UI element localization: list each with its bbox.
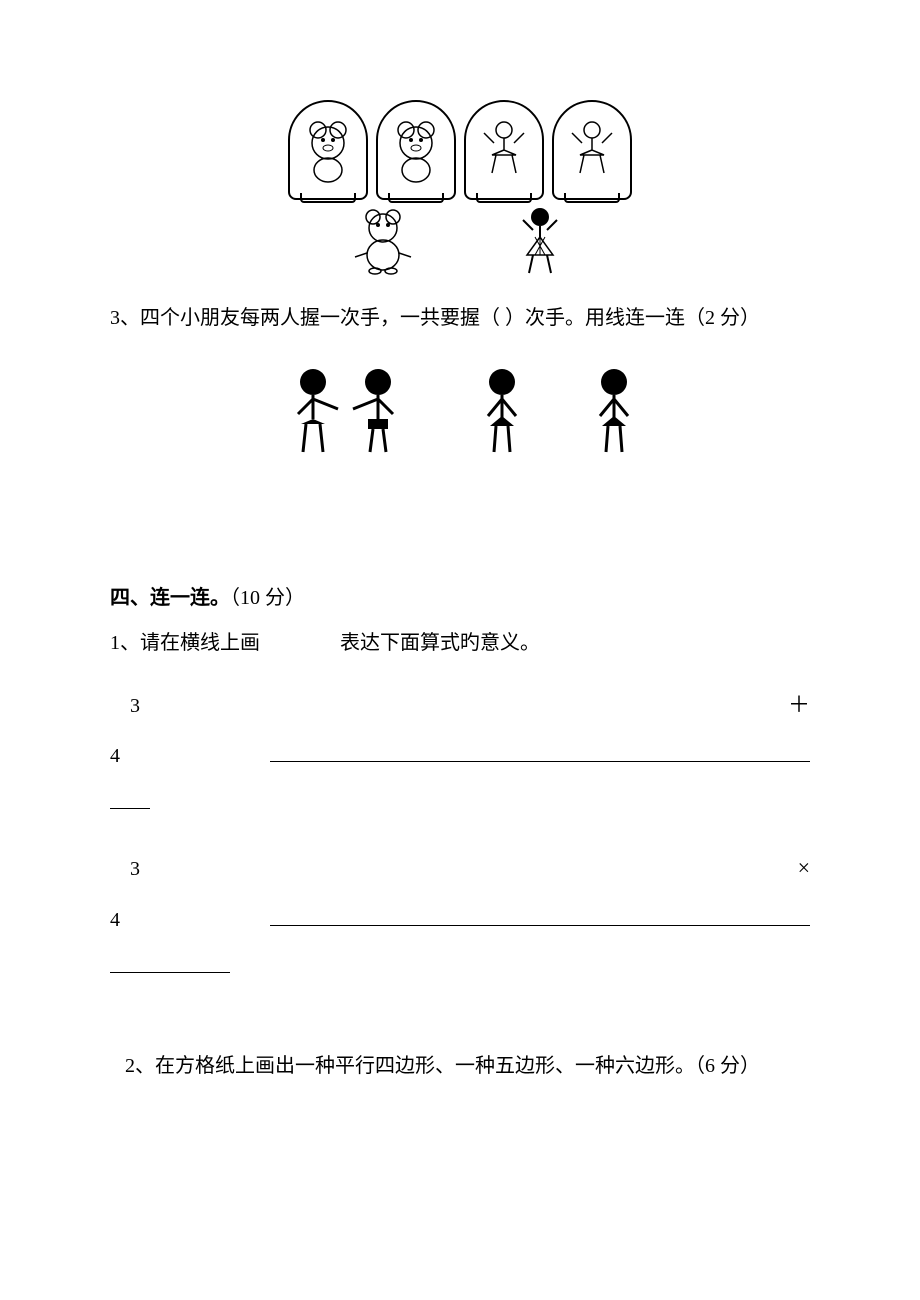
question-4-1-text: 1、请在横线上画 表达下面算式旳意义。: [110, 625, 810, 661]
equation-2-block: 3 × 4: [110, 844, 810, 1017]
mirror-frame-1: [288, 100, 368, 200]
eq2-operator: ×: [798, 844, 810, 892]
eq2-blank-line[interactable]: [270, 906, 810, 926]
mirror-row: [270, 100, 650, 200]
bear-icon: [298, 115, 358, 185]
bottom-characters: [270, 205, 650, 280]
section-4-title: 四、连一连。: [110, 587, 230, 609]
kids-illustration-block: [110, 361, 810, 461]
eq2-num2: 4: [110, 898, 140, 942]
mirror-illustration-block: [110, 100, 810, 270]
equation-1-block: 3 ＋ 4: [110, 681, 810, 834]
girl-dancing-icon: [562, 115, 622, 185]
eq1-short-blank-row: [110, 778, 810, 834]
eq1-operator: ＋: [788, 681, 810, 729]
eq1-num1: 3: [110, 684, 160, 728]
kids-handshake-icon: [273, 364, 423, 459]
bear-standing-icon: [345, 205, 425, 275]
equation-2-row-2: 4: [110, 898, 810, 942]
bear-icon: [386, 115, 446, 185]
mirror-frame-3: [464, 100, 544, 200]
equation-2-row-1: 3 ×: [110, 844, 810, 892]
equation-1-row-2: 4: [110, 734, 810, 778]
q1-text-part1: 1、请在横线上画: [110, 632, 260, 654]
kid-3-icon: [470, 364, 535, 459]
mirror-illustration: [270, 100, 650, 270]
question-3-text: 3、四个小朋友每两人握一次手，一共要握（ ）次手。用线连一连（2 分）: [110, 300, 810, 336]
page-content: 3、四个小朋友每两人握一次手，一共要握（ ）次手。用线连一连（2 分）: [0, 0, 920, 1124]
eq2-num1: 3: [110, 847, 160, 891]
eq2-short-blank-row: [110, 942, 810, 1018]
eq1-num2: 4: [110, 734, 140, 778]
eq1-short-blank[interactable]: [110, 808, 150, 809]
kids-illustration: [250, 361, 670, 461]
girl-standing-icon: [505, 205, 575, 280]
girl-dancing-icon: [474, 115, 534, 185]
section-4-points: （10 分）: [230, 587, 305, 609]
eq2-short-blank[interactable]: [110, 972, 230, 973]
mirror-frame-4: [552, 100, 632, 200]
q1-text-part2: 表达下面算式旳意义。: [340, 632, 540, 654]
kid-4-icon: [582, 364, 647, 459]
mirror-frame-2: [376, 100, 456, 200]
eq1-blank-line[interactable]: [270, 742, 810, 762]
section-4-header: 四、连一连。（10 分）: [110, 581, 810, 610]
question-4-2-text: 2、在方格纸上画出一种平行四边形、一种五边形、一种六边形。（6 分）: [125, 1048, 810, 1084]
equation-1-row-1: 3 ＋: [110, 681, 810, 729]
